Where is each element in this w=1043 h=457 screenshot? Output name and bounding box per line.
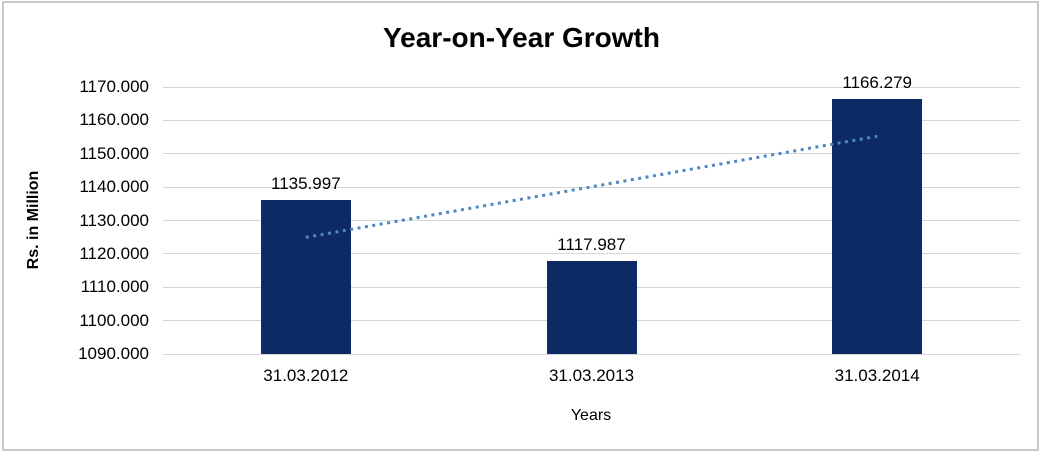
bar-value-label: 1135.997 bbox=[271, 174, 341, 194]
bar bbox=[832, 99, 923, 354]
y-axis-tick-label: 1170.000 bbox=[79, 77, 149, 96]
plot-area: 1090.000 1100.000 1110.000 1120.000 1130.000… bbox=[78, 73, 1020, 385]
x-axis-tick-label: 31.03.2013 bbox=[548, 366, 635, 385]
x-axis-tick-label: 31.03.2012 bbox=[263, 366, 349, 385]
gridline bbox=[163, 86, 1020, 88]
y-axis-tick-label: 1160.000 bbox=[79, 110, 149, 130]
y-axis-tick-label: 1100.000 bbox=[79, 310, 149, 330]
y-axis-tick-label: 1130.000 bbox=[79, 210, 149, 230]
y-axis-tick-label: 1140.000 bbox=[79, 177, 149, 197]
bar-value-label: 1166.279 bbox=[842, 73, 912, 93]
x-axis-title: Years bbox=[570, 407, 612, 424]
y-axis-tick-label: 1110.000 bbox=[80, 277, 149, 297]
bar bbox=[260, 200, 351, 354]
y-axis-tick-label: 1150.000 bbox=[79, 143, 149, 163]
y-axis-title: Rs. in Million bbox=[25, 170, 42, 270]
x-axis-tick-label: 31.03.2014 bbox=[834, 366, 920, 385]
bar-value-label: 1117.987 bbox=[557, 234, 626, 254]
y-axis-tick-label: 1120.000 bbox=[79, 243, 149, 263]
gridline bbox=[163, 253, 1020, 255]
gridline bbox=[163, 353, 1020, 355]
gridline bbox=[163, 119, 1020, 121]
y-axis-tick-label: 1090.000 bbox=[78, 344, 149, 363]
bar bbox=[546, 260, 637, 354]
chart-title: Year-on-Year Growth bbox=[383, 22, 660, 53]
